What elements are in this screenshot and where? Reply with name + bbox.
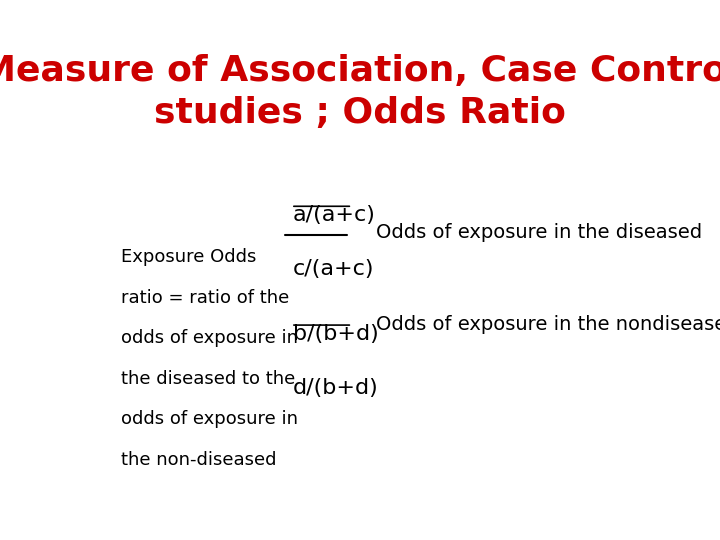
Text: a/(a+c): a/(a+c) bbox=[292, 205, 375, 225]
Text: d/(b+d): d/(b+d) bbox=[292, 378, 378, 398]
Text: Measure of Association, Case Control
studies ; Odds Ratio: Measure of Association, Case Control stu… bbox=[0, 54, 720, 130]
Text: Odds of exposure in the nondiseased: Odds of exposure in the nondiseased bbox=[376, 314, 720, 334]
Text: Exposure Odds: Exposure Odds bbox=[122, 248, 257, 266]
Text: odds of exposure in: odds of exposure in bbox=[122, 410, 298, 428]
Text: Odds of exposure in the diseased: Odds of exposure in the diseased bbox=[376, 222, 702, 242]
Text: odds of exposure in: odds of exposure in bbox=[122, 329, 298, 347]
Text: ratio = ratio of the: ratio = ratio of the bbox=[122, 289, 289, 307]
Text: c/(a+c): c/(a+c) bbox=[292, 259, 374, 279]
Text: b/(b+d): b/(b+d) bbox=[292, 324, 378, 344]
Text: the non-diseased: the non-diseased bbox=[122, 451, 277, 469]
Text: the diseased to the: the diseased to the bbox=[122, 370, 296, 388]
